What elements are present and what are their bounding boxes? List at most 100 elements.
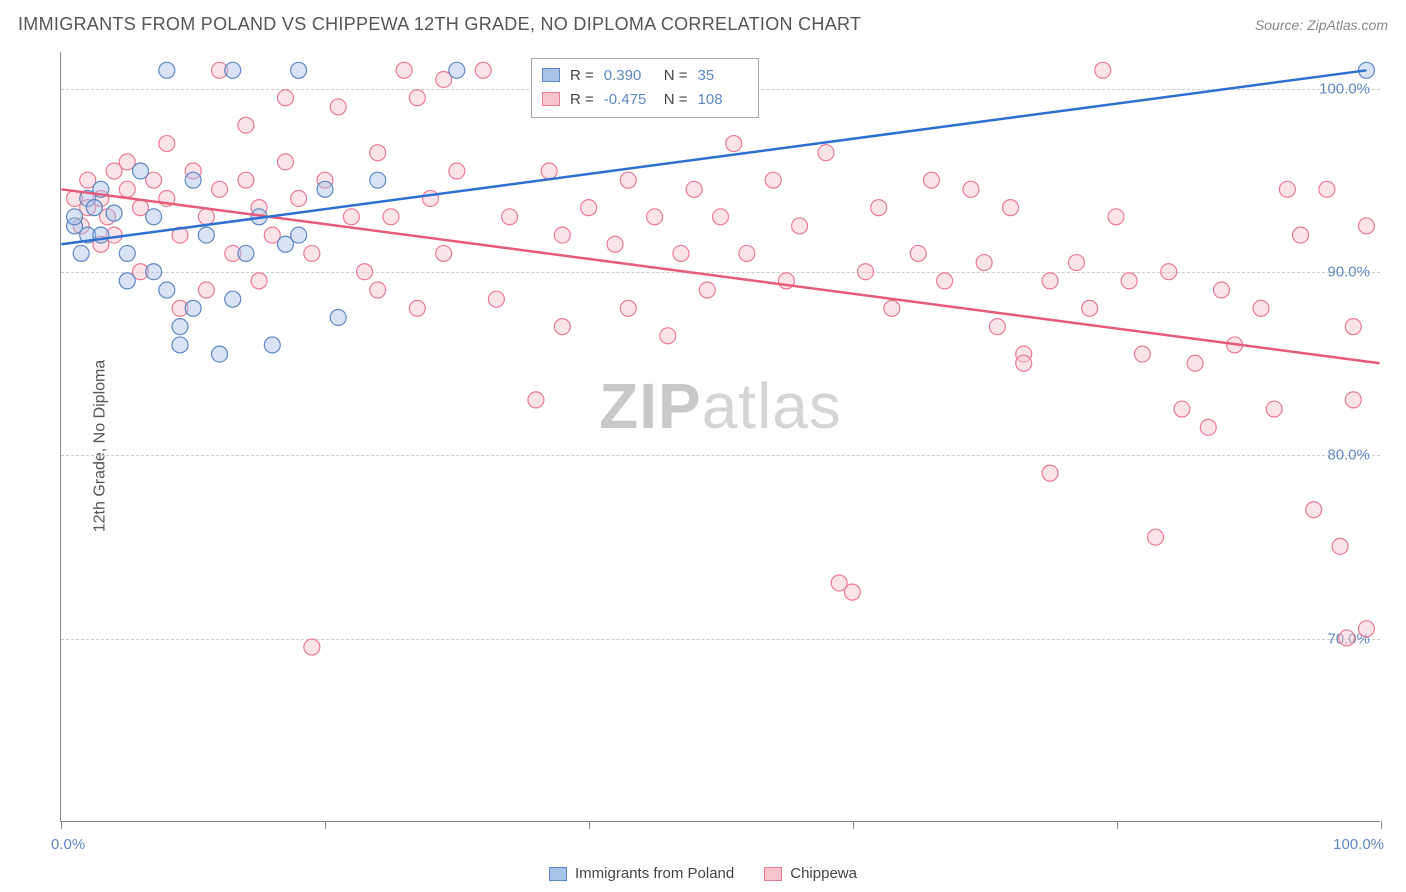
data-point (251, 200, 267, 216)
data-point (343, 209, 359, 225)
chart-svg (61, 52, 1380, 821)
data-point (119, 181, 135, 197)
data-point (80, 190, 96, 206)
data-point (93, 190, 109, 206)
data-point (713, 209, 729, 225)
data-point (146, 209, 162, 225)
data-point (1332, 538, 1348, 554)
stats-legend-row: R =0.390N =35 (542, 63, 748, 87)
data-point (119, 245, 135, 261)
data-point (475, 62, 491, 78)
data-point (1345, 319, 1361, 335)
data-point (238, 117, 254, 133)
data-point (620, 300, 636, 316)
x-tick (325, 821, 326, 829)
data-point (106, 205, 122, 221)
data-point (1042, 273, 1058, 289)
y-tick-label: 90.0% (1327, 264, 1370, 281)
data-point (1187, 355, 1203, 371)
data-point (436, 71, 452, 87)
data-point (449, 163, 465, 179)
data-point (488, 291, 504, 307)
data-point (409, 300, 425, 316)
data-point (699, 282, 715, 298)
data-point (93, 181, 109, 197)
x-tick (853, 821, 854, 829)
data-point (1319, 181, 1335, 197)
data-point (1345, 392, 1361, 408)
data-point (146, 172, 162, 188)
data-point (212, 346, 228, 362)
data-point (119, 273, 135, 289)
data-point (739, 245, 755, 261)
data-point (607, 236, 623, 252)
data-point (330, 99, 346, 115)
data-point (159, 136, 175, 152)
data-point (277, 154, 293, 170)
data-point (1134, 346, 1150, 362)
data-point (1042, 465, 1058, 481)
data-point (172, 227, 188, 243)
data-point (383, 209, 399, 225)
color-swatch (542, 68, 560, 82)
data-point (1108, 209, 1124, 225)
bottom-legend: Immigrants from PolandChippewa (0, 865, 1406, 882)
plot-area: ZIPatlas 70.0%80.0%90.0%100.0%0.0%100.0%… (60, 52, 1380, 822)
data-point (422, 190, 438, 206)
data-point (172, 319, 188, 335)
data-point (159, 190, 175, 206)
color-swatch (542, 92, 560, 106)
data-point (436, 245, 452, 261)
stats-legend-row: R =-0.475N =108 (542, 87, 748, 111)
watermark: ZIPatlas (599, 369, 842, 443)
data-point (1121, 273, 1137, 289)
data-point (1227, 337, 1243, 353)
data-point (831, 575, 847, 591)
data-point (93, 236, 109, 252)
data-point (80, 200, 96, 216)
legend-label: Chippewa (790, 865, 857, 882)
data-point (132, 163, 148, 179)
data-point (264, 227, 280, 243)
x-tick (61, 821, 62, 829)
data-point (1279, 181, 1295, 197)
data-point (100, 209, 116, 225)
data-point (686, 181, 702, 197)
data-point (449, 62, 465, 78)
gridline (61, 272, 1380, 273)
data-point (1016, 346, 1032, 362)
data-point (844, 584, 860, 600)
data-point (277, 236, 293, 252)
data-point (238, 172, 254, 188)
gridline (61, 455, 1380, 456)
data-point (502, 209, 518, 225)
data-point (581, 200, 597, 216)
data-point (396, 62, 412, 78)
data-point (1095, 62, 1111, 78)
data-point (1293, 227, 1309, 243)
data-point (304, 245, 320, 261)
data-point (989, 319, 1005, 335)
data-point (528, 392, 544, 408)
data-point (93, 227, 109, 243)
data-point (1200, 419, 1216, 435)
data-point (620, 172, 636, 188)
data-point (1068, 255, 1084, 271)
data-point (1358, 62, 1374, 78)
title-bar: IMMIGRANTS FROM POLAND VS CHIPPEWA 12TH … (18, 14, 1388, 35)
data-point (660, 328, 676, 344)
data-point (225, 245, 241, 261)
data-point (317, 172, 333, 188)
data-point (871, 200, 887, 216)
data-point (963, 181, 979, 197)
data-point (225, 62, 241, 78)
data-point (1082, 300, 1098, 316)
data-point (251, 273, 267, 289)
data-point (106, 163, 122, 179)
data-point (370, 172, 386, 188)
data-point (647, 209, 663, 225)
data-point (317, 181, 333, 197)
data-point (554, 319, 570, 335)
data-point (778, 273, 794, 289)
data-point (1016, 355, 1032, 371)
